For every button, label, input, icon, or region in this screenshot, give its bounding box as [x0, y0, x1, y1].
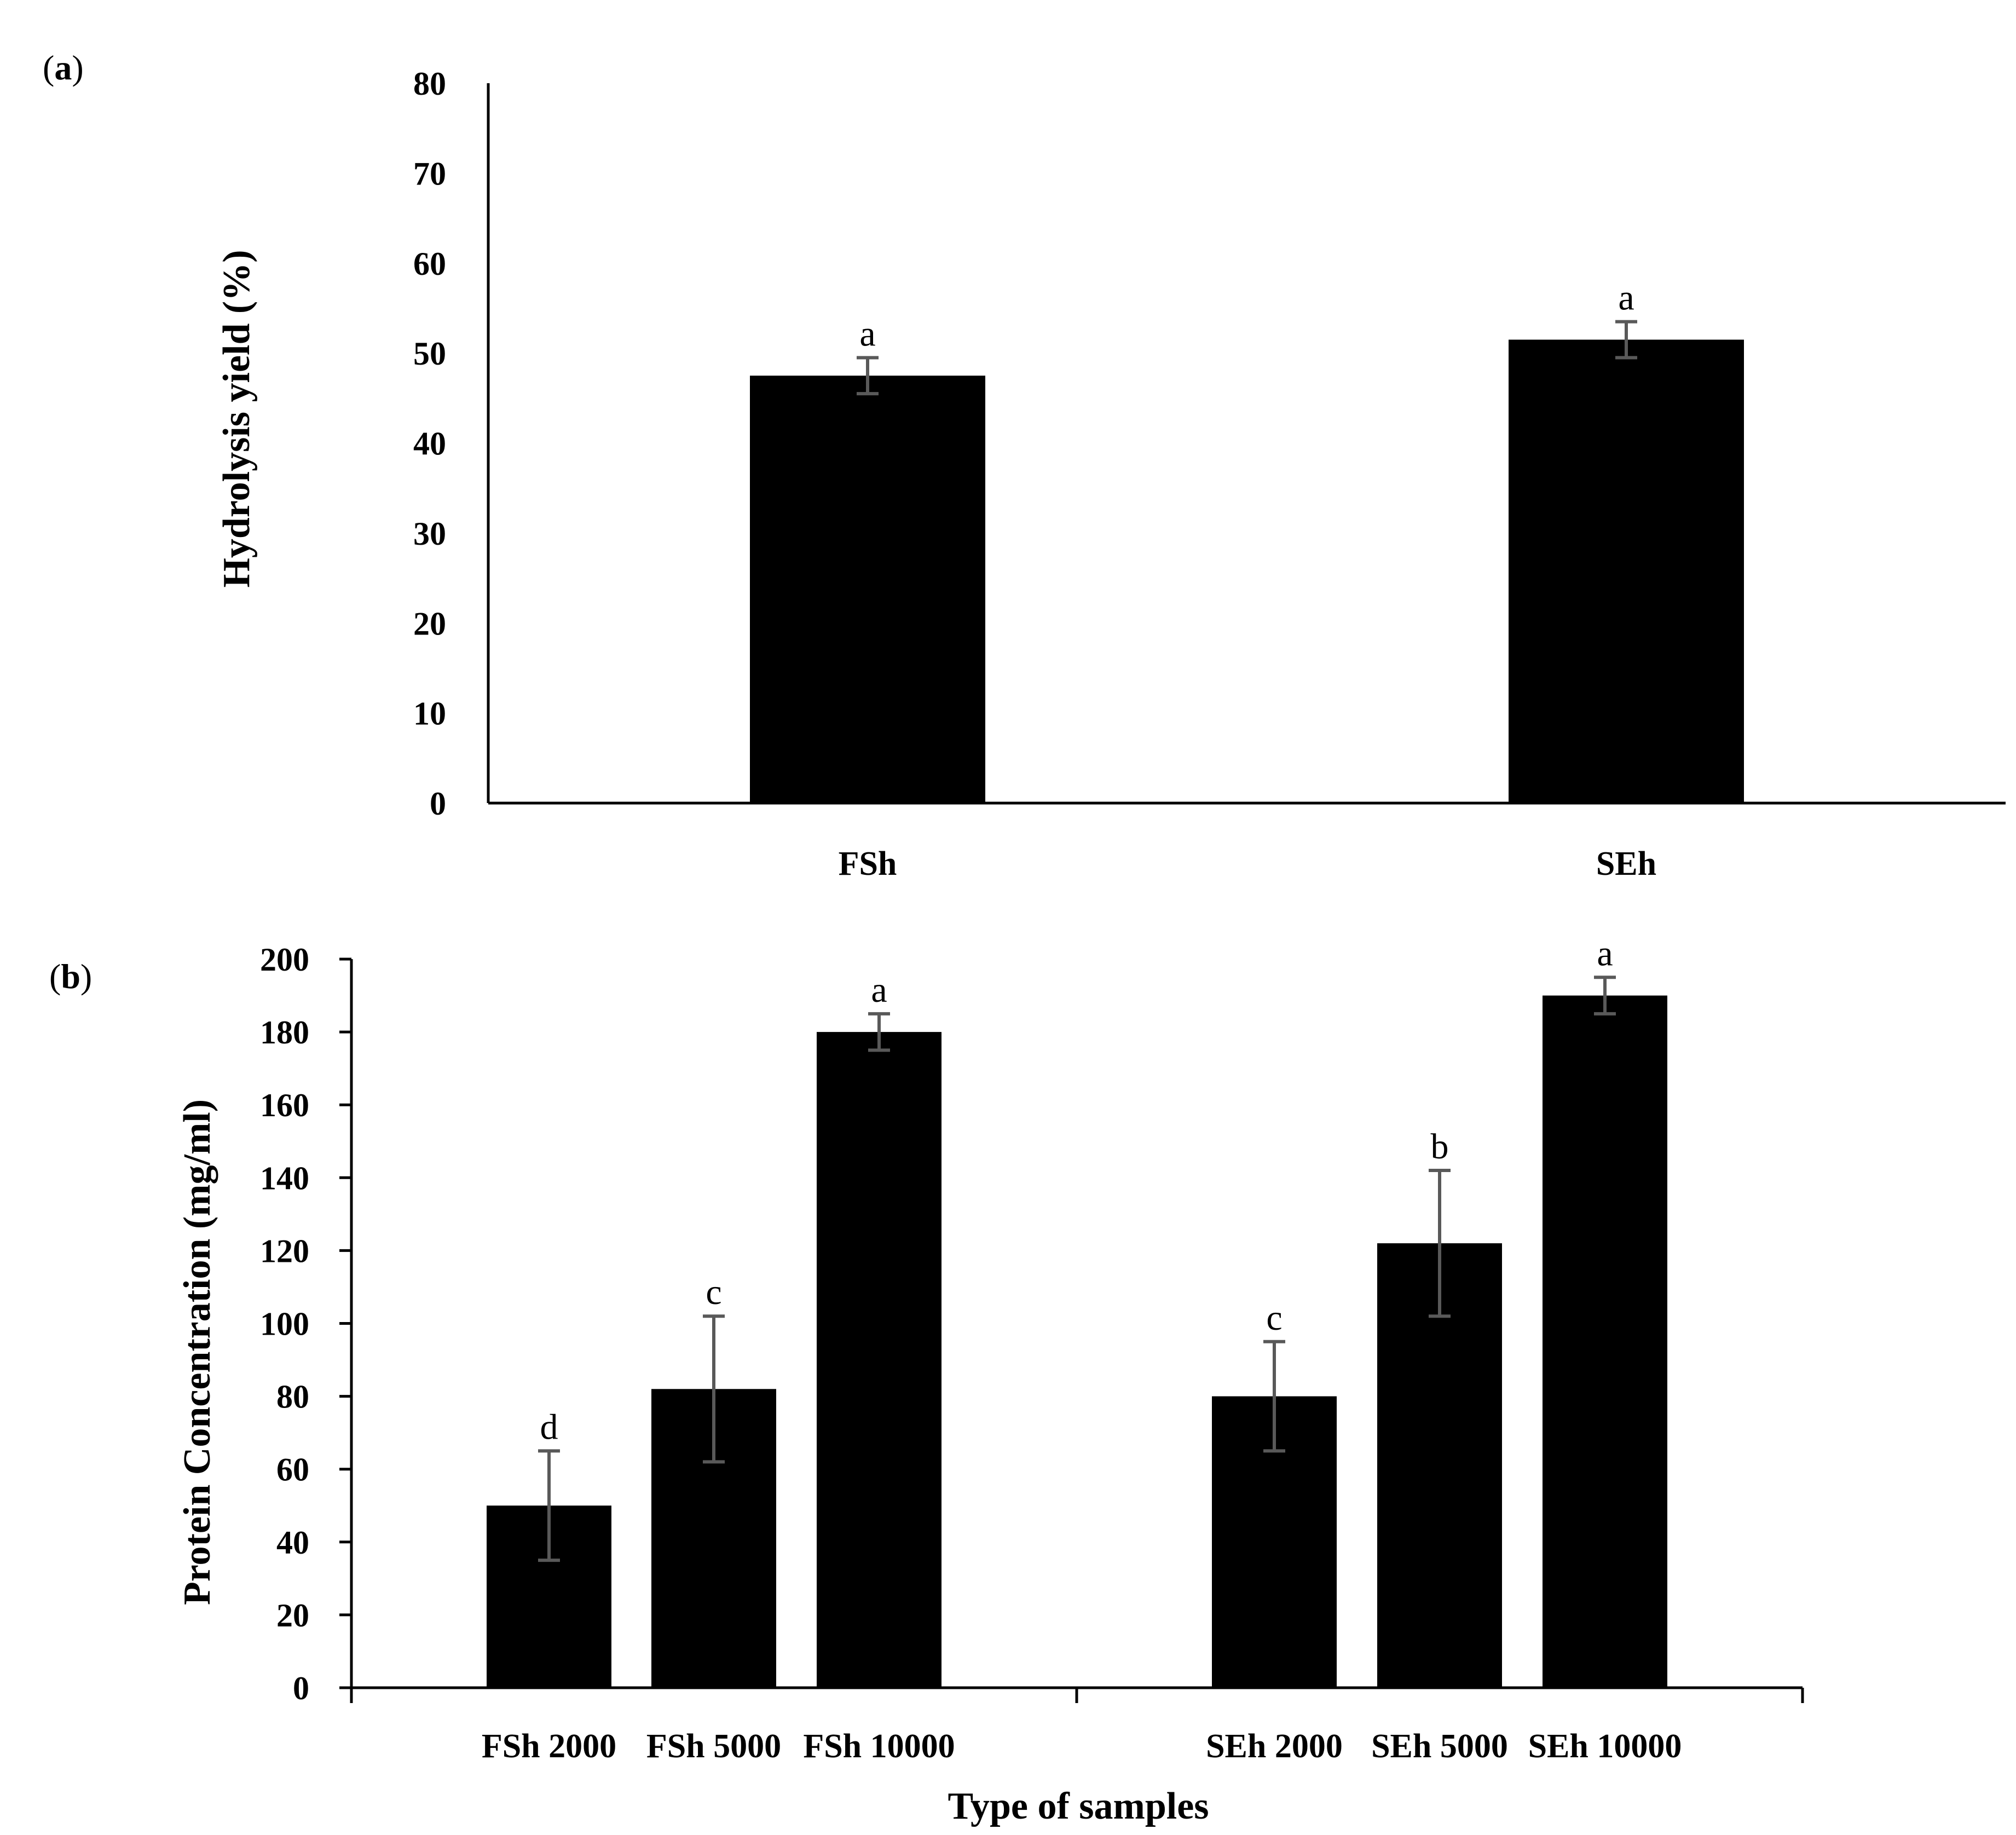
panel-a-label: (a) [43, 48, 84, 87]
chart-a-x-ticks: FSh SEh [839, 845, 1657, 882]
bar [750, 376, 985, 803]
error-bar [1615, 320, 1637, 360]
panel-b-label: (b) [49, 957, 92, 996]
y-tick-label: 60 [276, 1452, 309, 1488]
error-bar [538, 1449, 560, 1562]
x-tick-label: FSh 10000 [803, 1728, 955, 1765]
y-tick-label: 0 [430, 786, 446, 822]
y-tick-label: 100 [260, 1306, 309, 1342]
chart-a-y-axis-title: Hydrolysis yield (%) [216, 250, 258, 587]
significance-letter: a [871, 970, 887, 1010]
bar [1509, 339, 1744, 803]
error-bar [1429, 1168, 1451, 1318]
y-tick-label: 10 [413, 696, 446, 732]
y-tick-label: 80 [276, 1379, 309, 1415]
chart-b-significance-letters: d c a c b a [540, 933, 1613, 1447]
y-tick-label: 120 [260, 1233, 309, 1269]
error-bar [868, 1012, 890, 1052]
y-tick-label: 180 [260, 1014, 309, 1051]
x-tick-label: FSh 2000 [482, 1728, 616, 1765]
bar [817, 1032, 941, 1688]
y-tick-label: 20 [413, 605, 446, 642]
y-tick-label: 50 [413, 336, 446, 372]
chart-b-axes [339, 957, 1804, 1703]
bar [1543, 995, 1667, 1688]
error-bar [1263, 1340, 1285, 1453]
chart-b-x-axis-title: Type of samples [948, 1785, 1209, 1827]
y-tick-label: 20 [276, 1597, 309, 1634]
x-tick-label: FSh 5000 [646, 1728, 781, 1765]
significance-letter: a [1618, 278, 1634, 318]
chart-b-error-bars [538, 976, 1616, 1562]
error-bar [1594, 976, 1616, 1015]
chart-b-x-ticks: FSh 2000 FSh 5000 FSh 10000 SEh 2000 SEh 500… [482, 1728, 1682, 1765]
chart-b-y-ticks: 0 20 40 60 80 100 120 140 160 180 200 [260, 942, 309, 1706]
x-tick-label: SEh 2000 [1206, 1728, 1343, 1765]
chart-a-bars [750, 339, 1744, 803]
error-bar [703, 1314, 725, 1464]
significance-letter: a [1597, 933, 1613, 973]
chart-a-significance-letters: aa [859, 278, 1634, 354]
significance-letter: c [706, 1272, 721, 1312]
y-tick-label: 140 [260, 1160, 309, 1196]
significance-letter: c [1266, 1298, 1282, 1338]
chart-a-error-bars [857, 320, 1637, 396]
error-bar [857, 356, 879, 396]
x-tick-label: SEh 10000 [1528, 1728, 1682, 1765]
y-tick-label: 80 [413, 66, 446, 102]
x-tick-label: SEh 5000 [1371, 1728, 1508, 1765]
y-tick-label: 60 [413, 246, 446, 282]
y-tick-label: 40 [276, 1525, 309, 1561]
chart-b-bars [487, 995, 1667, 1688]
y-tick-label: 160 [260, 1087, 309, 1123]
significance-letter: d [540, 1407, 558, 1447]
y-tick-label: 40 [413, 426, 446, 462]
y-tick-label: 0 [293, 1670, 309, 1706]
significance-letter: b [1431, 1127, 1449, 1167]
x-tick-label: SEh [1596, 845, 1656, 882]
chart-b-y-axis-title: Protein Concentration (mg/ml) [176, 1099, 218, 1605]
significance-letter: a [859, 314, 875, 354]
x-tick-label: FSh [839, 845, 897, 882]
chart-a-y-ticks: 0 10 20 30 40 50 60 70 80 [413, 66, 446, 822]
y-tick-label: 30 [413, 516, 446, 552]
chart-a-axes [487, 83, 2006, 805]
y-tick-label: 70 [413, 155, 446, 192]
y-tick-label: 200 [260, 942, 309, 978]
